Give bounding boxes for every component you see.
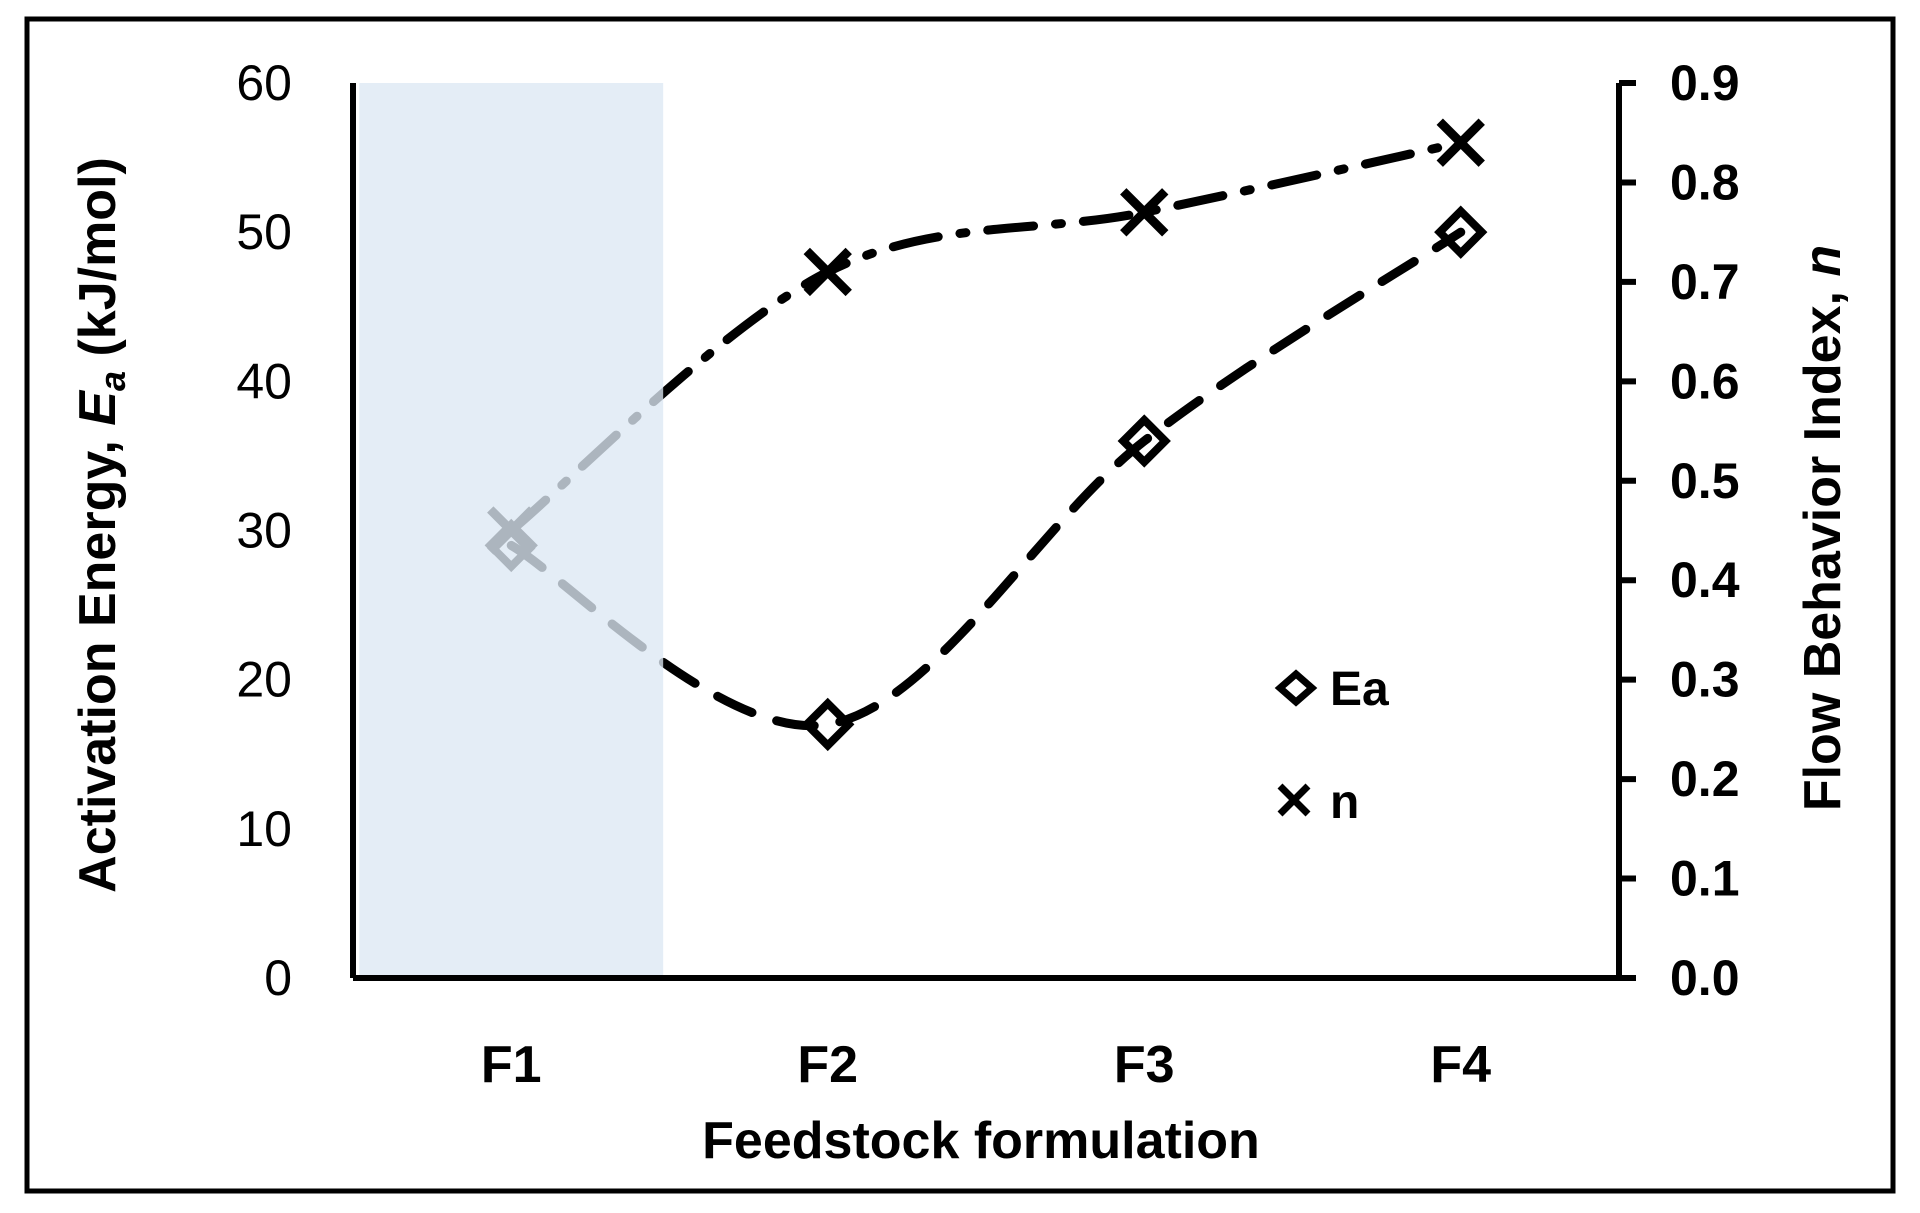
right-axis-title-prefix: Flow Behavior Index, xyxy=(1794,277,1852,812)
left-axis-title-symbol: E xyxy=(69,390,127,426)
left-tick-label: 10 xyxy=(236,801,292,857)
left-axis-ticks: 0 10 20 30 40 50 60 xyxy=(236,55,292,1006)
right-tick-label: 0.9 xyxy=(1670,55,1740,111)
left-tick-label: 30 xyxy=(236,503,292,559)
left-tick-label: 0 xyxy=(264,950,292,1006)
right-tick-label: 0.2 xyxy=(1670,751,1740,807)
right-tick-label: 0.4 xyxy=(1670,552,1740,608)
left-tick-label: 60 xyxy=(236,55,292,111)
f1-highlight-band xyxy=(359,83,664,978)
data-point-n xyxy=(803,247,852,297)
right-tick-label: 0.6 xyxy=(1670,353,1740,409)
left-axis-title-prefix: Activation Energy, xyxy=(69,426,127,893)
outer-frame xyxy=(24,16,1896,1194)
data-point-ea xyxy=(801,697,855,752)
legend-ea-label: Ea xyxy=(1330,663,1389,716)
x-tick-label: F4 xyxy=(1430,1036,1491,1094)
left-tick-label: 40 xyxy=(236,353,292,409)
right-axis-ticks: 0.0 0.1 0.2 0.3 0.4 0.5 0.6 0.7 0.8 0.9 xyxy=(1619,55,1740,1006)
x-axis-title: Feedstock formulation xyxy=(702,1112,1260,1170)
data-point-ea xyxy=(1434,205,1488,259)
left-tick-label: 20 xyxy=(236,652,292,708)
x-tick-label: F3 xyxy=(1114,1036,1175,1094)
right-axis-title: Flow Behavior Index, n xyxy=(1794,245,1852,811)
x-axis-ticks: F1 F2 F3 F4 xyxy=(481,1036,1491,1094)
data-point-n xyxy=(1120,188,1169,237)
left-tick-label: 50 xyxy=(236,204,292,260)
right-tick-label: 0.8 xyxy=(1670,154,1740,210)
data-point-ea xyxy=(1117,414,1171,468)
x-tick-label: F2 xyxy=(797,1036,858,1094)
legend-ea-diamond-icon xyxy=(1274,669,1318,707)
legend-n-x-icon xyxy=(1277,783,1311,817)
right-axis-title-symbol: n xyxy=(1794,245,1852,277)
legend: Ea n xyxy=(1274,663,1389,829)
data-point-n xyxy=(1436,118,1485,167)
left-axis-title: Activation Energy, Ea (kJ/mol) xyxy=(69,157,133,893)
right-tick-label: 0.0 xyxy=(1670,950,1740,1006)
series-line-ea xyxy=(506,227,1466,731)
left-axis-title-suffix: (kJ/mol) xyxy=(69,157,127,371)
right-tick-label: 0.7 xyxy=(1670,254,1740,310)
left-axis-title-subscript: a xyxy=(92,371,133,391)
x-tick-label: F1 xyxy=(481,1036,542,1094)
right-tick-label: 0.5 xyxy=(1670,453,1740,509)
right-tick-label: 0.1 xyxy=(1670,851,1740,907)
legend-n-label: n xyxy=(1330,776,1359,829)
right-tick-label: 0.3 xyxy=(1670,652,1740,708)
